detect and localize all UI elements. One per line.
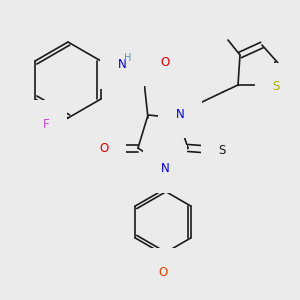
Text: S: S bbox=[218, 143, 226, 157]
Text: O: O bbox=[160, 56, 169, 68]
Text: H: H bbox=[124, 53, 132, 63]
Text: F: F bbox=[43, 118, 49, 130]
Text: O: O bbox=[158, 266, 168, 278]
Text: O: O bbox=[99, 142, 109, 154]
Text: S: S bbox=[272, 80, 280, 94]
Text: N: N bbox=[118, 58, 126, 71]
Text: N: N bbox=[176, 107, 184, 121]
Text: N: N bbox=[160, 163, 169, 176]
